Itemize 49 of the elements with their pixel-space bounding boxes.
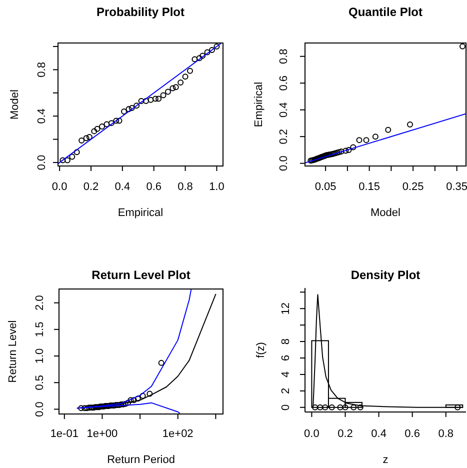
- x-tick-label: 1e+02: [162, 428, 194, 440]
- y-tick-label: 6: [280, 354, 292, 362]
- y-tick-label: 12: [280, 302, 292, 315]
- x-tick-label: 0.25: [402, 180, 424, 193]
- y-tick-label: 0.0: [278, 156, 290, 171]
- x-tick-label: 0.2: [338, 428, 353, 440]
- chart-title: Return Level Plot: [92, 268, 190, 282]
- y-tick-label: 0.6: [278, 75, 290, 91]
- x-tick-label: 0.0: [304, 428, 320, 440]
- x-tick-label: 0.35: [446, 180, 467, 193]
- x-tick-label: 0.6: [146, 180, 162, 193]
- chart-title: Quantile Plot: [348, 5, 423, 19]
- x-tick-label: 0.05: [314, 180, 336, 193]
- chart-title: Probability Plot: [96, 5, 185, 19]
- x-axis-title: z: [382, 454, 388, 466]
- x-tick-label: 0.0: [52, 180, 68, 193]
- x-tick-label: 1.0: [209, 180, 224, 193]
- x-tick-label: 0.8: [178, 180, 193, 193]
- y-tick-label: 1.5: [34, 322, 46, 338]
- y-axis-title: Empirical: [252, 82, 265, 128]
- x-tick-label: 0.15: [358, 180, 380, 193]
- y-tick-label: 8: [280, 338, 292, 345]
- y-tick-label: 2.0: [34, 295, 46, 310]
- x-tick-label: 0.6: [404, 428, 420, 440]
- x-tick-label: 1e-01: [50, 428, 78, 440]
- y-tick-label: 0: [280, 404, 292, 410]
- y-tick-label: 0.5: [34, 374, 46, 390]
- y-tick-label: 0.0: [34, 402, 46, 417]
- y-tick-label: 0.0: [36, 154, 48, 170]
- y-tick-label: 0.8: [278, 48, 290, 64]
- y-tick-label: 1.0: [34, 348, 46, 364]
- x-tick-label: 1e+00: [86, 428, 118, 440]
- x-axis-title: Model: [370, 206, 400, 219]
- y-tick-label: 0.4: [278, 102, 290, 118]
- chart-title: Density Plot: [350, 268, 420, 282]
- y-tick-label: 0.2: [278, 128, 290, 144]
- x-tick-label: 0.2: [83, 180, 99, 193]
- y-tick-label: 0.8: [36, 62, 48, 78]
- x-tick-label: 0.4: [114, 180, 130, 193]
- y-tick-label: 4: [280, 371, 292, 378]
- y-tick-label: 2: [280, 388, 292, 394]
- x-tick-label: 0.4: [371, 428, 386, 440]
- x-tick-label: 0.8: [438, 428, 454, 440]
- x-axis-title: Empirical: [118, 206, 164, 219]
- y-tick-label: 0.4: [36, 108, 48, 124]
- y-axis-title: f(z): [254, 342, 267, 358]
- x-axis-title: Return Period: [107, 454, 175, 466]
- y-axis-title: Return Level: [6, 320, 19, 383]
- y-axis-title: Model: [8, 90, 21, 120]
